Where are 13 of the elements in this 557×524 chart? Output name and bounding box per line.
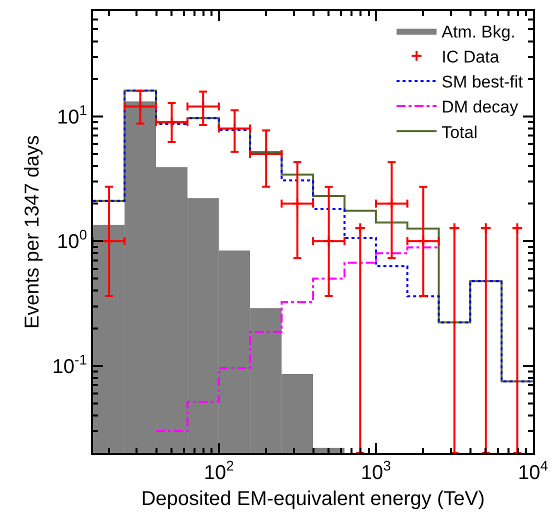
legend-label: SM best-fit	[442, 72, 524, 92]
legend-label: IC Data	[442, 47, 500, 66]
x-tick-label: 10$^{4}$	[518, 458, 548, 484]
x-tick-label: 10$^{3}$	[360, 458, 392, 484]
y-tick-label: 10$^{1}$	[56, 102, 88, 128]
legend-label: Atm. Bkg.	[442, 22, 516, 42]
x-tick-label: 10$^{2}$	[204, 458, 234, 484]
y-tick-label: 10$^{-1}$	[52, 351, 88, 378]
y-axis-title: Events per 1347 days	[21, 135, 44, 329]
x-axis-title: Deposited EM-equivalent energy (TeV)	[141, 488, 485, 510]
y-tick-label: 10$^{0}$	[56, 226, 88, 254]
legend-label: DM decay	[442, 98, 519, 117]
legend-label: Total	[442, 122, 478, 142]
